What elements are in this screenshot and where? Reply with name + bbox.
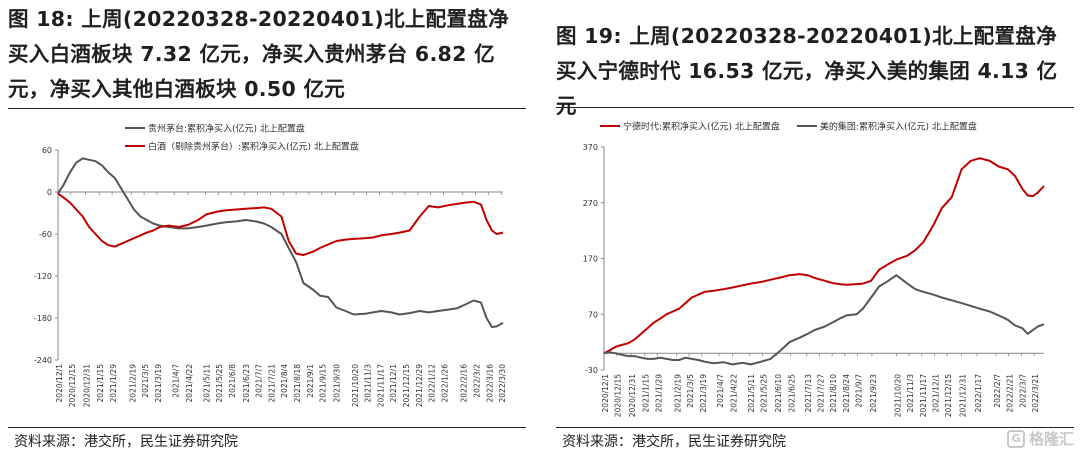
right-y-tick-label: 70	[588, 310, 598, 319]
left-legend-label-2: 白酒（剔除贵州茅台）:累积净买入(亿元) 北上配置盘	[148, 141, 359, 153]
left-x-tick-label: 2021/3/5	[141, 364, 150, 398]
watermark: G 格隆汇	[1006, 428, 1074, 449]
left-series-line-2	[57, 192, 504, 256]
right-x-tick-label: 2020/12/1	[601, 374, 610, 413]
right-x-tick-label: 2020/12/31	[628, 374, 637, 417]
right-x-tick-label: 2021/1/15	[642, 374, 651, 413]
left-x-tick-label: 2021/6/23	[242, 364, 251, 403]
right-x-tick-label: 2021/10/20	[893, 374, 902, 417]
right-series-line-2	[603, 274, 1045, 366]
left-x-tick-label: 2021/4/22	[185, 364, 194, 403]
right-legend-label-1: 宁德时代:累积净买入(亿元) 北上配置盘	[623, 121, 780, 133]
left-y-tick-label: -120	[34, 272, 52, 281]
left-x-tick-label: 2021/12/29	[415, 364, 424, 407]
right-x-tick-label: 2022/3/7	[1018, 374, 1027, 408]
right-x-tick-label: 2021/2/19	[673, 374, 682, 413]
left-y-tick-label: -60	[39, 230, 52, 239]
right-x-tick-label: 2021/7/27	[816, 374, 825, 413]
right-x-tick-label: 2021/11/3	[906, 374, 915, 413]
left-x-tick-label: 2022/3/2	[473, 364, 482, 398]
left-figure-panel: 图 18: 上周(20220328-20220401)北上配置盘净买入白酒板块 …	[0, 0, 532, 455]
right-legend-label-2: 美的集团:累积净买入(亿元) 北上配置盘	[820, 121, 977, 133]
right-y-tick-label: -30	[585, 366, 598, 375]
left-legend-label-1: 贵州茅台:累积净买入(亿元) 北上配置盘	[148, 123, 305, 135]
right-figure-title: 图 19: 上周(20220328-20220401)北上配置盘净买入宁德时代 …	[556, 24, 1058, 118]
left-x-tick-label: 2021/8/18	[293, 364, 302, 403]
right-x-tick-label: 2021/4/7	[716, 374, 725, 408]
left-x-tick-label: 2021/5/25	[215, 364, 224, 403]
right-x-tick-label: 2021/9/7	[854, 374, 863, 408]
right-x-tick-label: 2021/3/19	[699, 374, 708, 413]
right-x-tick-label: 2021/5/11	[747, 374, 756, 413]
right-x-tick-label: 2021/9/23	[869, 374, 878, 413]
right-x-tick-label: 2021/8/10	[829, 374, 838, 413]
left-x-tick-label: 2020/12/15	[68, 364, 77, 407]
right-top-rule	[556, 107, 1074, 108]
left-x-tick-label: 2021/12/1	[389, 364, 398, 403]
right-figure-panel: 图 19: 上周(20220328-20220401)北上配置盘净买入宁德时代 …	[548, 0, 1080, 455]
left-top-rule	[8, 108, 526, 109]
left-y-tick-label: 0	[47, 188, 52, 197]
right-series-line-1	[603, 157, 1045, 355]
right-x-tick-label: 2022/2/21	[1006, 374, 1015, 413]
watermark-text: 格隆汇	[1028, 430, 1074, 448]
right-source-note: 资料来源：港交所，民生证券研究院	[562, 434, 786, 450]
right-x-tick-label: 2021/5/25	[759, 374, 768, 413]
left-x-tick-label: 2021/7/21	[267, 364, 276, 403]
left-x-tick-label: 2021/3/19	[154, 364, 163, 403]
right-bottom-rule	[556, 427, 1074, 428]
left-x-tick-label: 2021/1/15	[96, 364, 105, 403]
left-x-tick-label: 2021/7/7	[255, 364, 264, 398]
right-y-tick-label: 170	[583, 255, 598, 264]
left-x-tick-label: 2020/12/1	[55, 364, 64, 403]
left-x-tick-label: 2021/11/3	[364, 364, 373, 403]
right-x-tick-label: 2021/1/29	[654, 374, 663, 413]
left-x-tick-label: 2021/1/29	[109, 364, 118, 403]
left-x-tick-label: 2021/4/7	[171, 364, 180, 398]
right-x-tick-label: 2021/11/17	[919, 374, 928, 417]
right-x-tick-label: 2021/12/15	[944, 374, 953, 417]
left-source-note: 资料来源：港交所，民生证券研究院	[14, 434, 238, 450]
right-x-tick-label: 2021/3/5	[686, 374, 695, 408]
left-series-line-1	[57, 157, 504, 329]
left-x-tick-label: 2022/2/16	[460, 364, 469, 403]
left-y-tick-label: -240	[34, 356, 52, 365]
left-x-tick-label: 2021/9/30	[332, 364, 341, 403]
left-x-tick-label: 2021/12/15	[402, 364, 411, 407]
left-x-tick-label: 2022/1/26	[440, 364, 449, 403]
ge-long-hui-logo-icon: G	[1006, 429, 1025, 448]
left-x-tick-label: 2022/1/12	[428, 364, 437, 403]
right-x-tick-label: 2021/6/25	[788, 374, 797, 413]
left-y-tick-label: -180	[34, 314, 52, 323]
right-x-tick-label: 2020/12/15	[614, 374, 623, 417]
left-x-tick-label: 2022/3/16	[485, 364, 494, 403]
left-x-tick-label: 2020/12/31	[82, 364, 91, 407]
left-figure-title: 图 18: 上周(20220328-20220401)北上配置盘净买入白酒板块 …	[8, 7, 509, 101]
right-x-tick-label: 2021/7/13	[804, 374, 813, 413]
right-x-tick-label: 2021/8/24	[842, 374, 851, 413]
left-x-tick-label: 2021/8/4	[280, 364, 289, 398]
right-y-tick-label: 370	[583, 143, 598, 152]
right-x-tick-label: 2022/1/17	[974, 374, 983, 413]
left-x-tick-label: 2021/5/11	[202, 364, 211, 403]
left-bottom-rule	[8, 427, 526, 428]
left-x-tick-label: 2021/6/8	[228, 364, 237, 398]
left-x-tick-label: 2021/2/19	[128, 364, 137, 403]
right-x-tick-label: 2021/6/10	[774, 374, 783, 413]
right-y-tick-label: 270	[583, 199, 598, 208]
right-x-tick-label: 2021/4/22	[730, 374, 739, 413]
right-x-tick-label: 2021/12/31	[959, 374, 968, 417]
left-x-tick-label: 2021/9/15	[319, 364, 328, 403]
left-x-tick-label: 2021/11/17	[376, 364, 385, 407]
left-x-tick-label: 2022/3/30	[498, 364, 507, 403]
left-y-tick-label: 60	[42, 146, 52, 155]
right-x-tick-label: 2021/12/1	[931, 374, 940, 413]
right-x-tick-label: 2022/2/7	[993, 374, 1002, 408]
right-x-tick-label: 2022/3/21	[1031, 374, 1040, 413]
left-x-tick-label: 2021/10/20	[351, 364, 360, 407]
left-x-tick-label: 2021/9/1	[306, 364, 315, 398]
